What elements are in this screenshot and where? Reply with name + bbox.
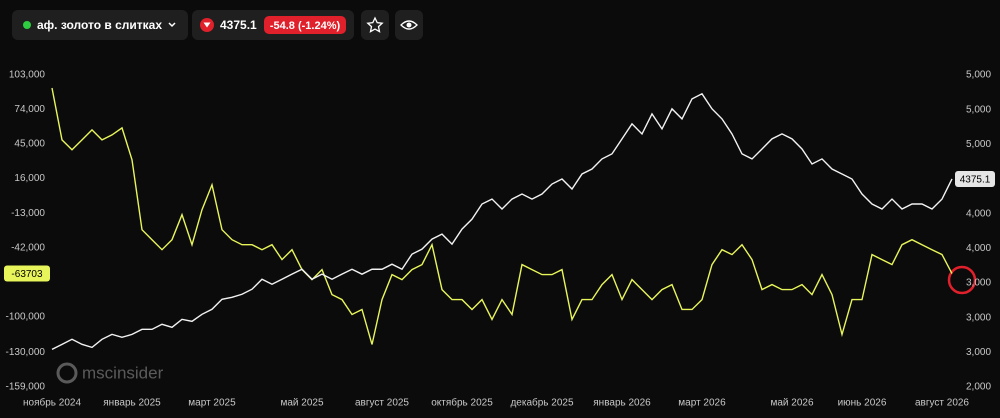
x-tick-label: май 2025 [280, 398, 323, 409]
y2-tick-label: 3,000 [966, 312, 991, 323]
y-tick-label: 16,000 [14, 173, 45, 184]
y2-tick-label: 4,000 [966, 208, 991, 219]
price: 4375.1 [220, 18, 257, 32]
y2-tick-label: 5,000 [966, 104, 991, 115]
instrument-name: аф. золото в слитках [37, 18, 162, 32]
eye-pupil [406, 22, 412, 28]
x-tick-label: декабрь 2025 [510, 397, 574, 409]
y-tick-label: -100,000 [6, 311, 46, 322]
x-tick-label: март 2026 [678, 398, 726, 409]
y2-tick-label: 3,000 [966, 347, 991, 358]
last-value-badge [955, 170, 995, 187]
star-button[interactable] [361, 10, 389, 40]
logo [56, 362, 78, 384]
x-tick-label: май 2026 [770, 398, 813, 409]
x-tick-label: март 2025 [188, 398, 236, 409]
x-tick-label: октябрь 2025 [431, 397, 493, 409]
y-tick-label: 45,000 [14, 139, 45, 150]
y2-tick-label: 3,000 [966, 278, 991, 289]
series-line [51, 87, 953, 345]
y-tick-label: -159,000 [6, 382, 46, 393]
last-value-label: -63703 [11, 269, 43, 280]
y2-tick-label: 5,000 [966, 70, 991, 81]
eye-icon [400, 20, 418, 30]
watermark-text: mscinsider [82, 363, 164, 382]
highlight-circle [947, 265, 977, 295]
change-pill [264, 16, 346, 34]
x-tick-label: январь 2026 [593, 398, 651, 409]
x-tick-label: ноябрь 2024 [23, 397, 81, 409]
header: аф. золото в слитках 4375.1 -54.8 (-1.24… [12, 10, 423, 40]
star-icon [366, 16, 384, 33]
y2-tick-label: 2,000 [966, 382, 991, 393]
x-tick-label: январь 2025 [103, 398, 161, 409]
last-value-badge [4, 265, 50, 282]
x-tick-label: июнь 2026 [838, 398, 887, 409]
status-dot [23, 21, 31, 29]
change: -54.8 (-1.24%) [270, 20, 341, 32]
y2-tick-label: 5,000 [966, 139, 991, 150]
y2-tick-label: 4,000 [966, 243, 991, 254]
y-tick-label: 103,000 [9, 70, 46, 81]
watermark: mscinsider [56, 362, 164, 384]
series-line [51, 92, 953, 351]
y-tick-label: 74,000 [14, 104, 45, 115]
x-tick-label: август 2025 [355, 398, 409, 409]
chevron [168, 22, 176, 28]
x-tick-label: август 2026 [915, 398, 969, 409]
y-tick-label: -42,000 [11, 242, 45, 253]
instrument-selector[interactable] [12, 10, 188, 40]
y-tick-label: -13,000 [11, 208, 45, 219]
last-value-label: 4375.1 [960, 175, 991, 186]
y-tick-label: -130,000 [6, 347, 46, 358]
down-arrow [203, 22, 211, 28]
